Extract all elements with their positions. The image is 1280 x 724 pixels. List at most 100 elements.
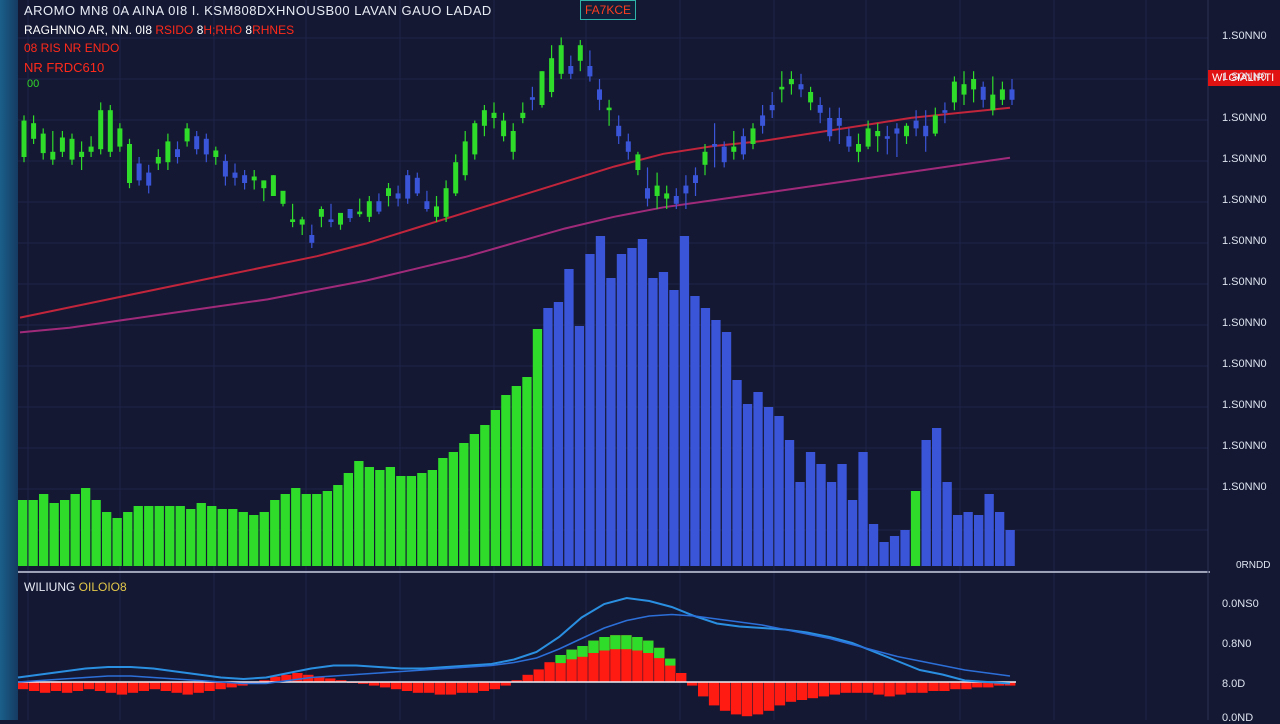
histogram-bar (884, 682, 895, 697)
candle-bull (520, 112, 526, 118)
candle-bull (69, 138, 75, 160)
volume-bar (616, 254, 627, 566)
oscillator-tick-label: 8.0D (1222, 678, 1246, 690)
histogram-bar (807, 682, 818, 699)
volume-bar (186, 509, 196, 566)
volume-bar (837, 464, 847, 566)
volume-bar (364, 467, 374, 566)
volume-bar (564, 269, 574, 566)
candle-bear (645, 188, 650, 199)
volume-bar (144, 506, 154, 566)
candlesticks (21, 37, 1015, 248)
volume-bar (721, 332, 732, 566)
candle-bull (501, 120, 507, 137)
timeframe-badge[interactable]: FA7KCE (580, 0, 637, 20)
candle-bull (21, 120, 27, 157)
volume-bar (18, 500, 28, 566)
candle-bear (424, 201, 430, 209)
volume-bar (270, 500, 280, 566)
volume-bar (553, 302, 564, 566)
price-tick-label: 1.S0NN0 (1222, 317, 1267, 329)
histogram-bar (544, 662, 555, 682)
volume-bar (133, 506, 143, 566)
candle-bear (405, 175, 411, 199)
candle-bear (923, 125, 929, 137)
candle-bear (568, 66, 574, 74)
histogram-bar (994, 682, 1005, 686)
histogram-bar (226, 682, 237, 688)
volume-bar (70, 494, 80, 566)
volume-bars (18, 236, 1015, 566)
volume-bar (711, 320, 721, 566)
candle-bear (827, 118, 833, 137)
histogram-bar (796, 682, 808, 700)
histogram-bar (171, 682, 182, 693)
candle-bear (395, 193, 401, 199)
histogram-bar (621, 635, 632, 682)
candle-bear (740, 136, 746, 155)
histogram-cap (665, 658, 676, 666)
volume-bar (291, 488, 301, 566)
histogram-bar (1005, 682, 1016, 686)
volume-bar (49, 503, 59, 566)
oscillator-line (17, 596, 1011, 685)
histogram-bar (741, 682, 753, 717)
volume-bar (301, 494, 311, 566)
histogram-cap (643, 640, 654, 653)
histogram-bar (478, 682, 489, 691)
histogram-bar (730, 682, 742, 715)
legend-text: 8 (193, 23, 204, 37)
candle-bull (184, 128, 190, 142)
price-tick-label: 1.S0NN0 (1222, 276, 1267, 288)
candle-bear (798, 84, 804, 90)
histogram-bar (961, 682, 972, 690)
histogram-cap (621, 635, 632, 650)
candle-bull (434, 206, 439, 217)
histogram-bar (193, 682, 204, 693)
volume-bar (606, 278, 616, 566)
candle-bear (760, 115, 766, 126)
price-tick-label: 1.S0NN0 (1222, 30, 1267, 42)
oscillator-panel (17, 596, 1016, 717)
candle-bear (1009, 89, 1015, 100)
candle-bull (290, 219, 296, 222)
candle-bear (309, 235, 315, 243)
histogram-bar (390, 682, 402, 690)
histogram-bar (829, 682, 840, 695)
legend-text: RAGHNNO AR, NN. 0I8 (24, 23, 156, 37)
volume-bar (81, 488, 91, 566)
histogram-bar (719, 682, 731, 711)
volume-bar (847, 500, 858, 566)
histogram-bar (873, 682, 884, 695)
oscillator-label: WILIUNG (24, 580, 79, 594)
volume-bar (585, 254, 595, 566)
candle-bull (904, 125, 909, 137)
candle-bull (40, 133, 46, 154)
volume-bar (60, 500, 70, 566)
price-tick-label: 1.S0NN0 (1222, 358, 1267, 370)
volume-bar (784, 440, 795, 566)
candle-bull (971, 79, 977, 90)
current-price-flag: WI GIALIRTI (1208, 70, 1280, 86)
candle-bull (31, 123, 37, 139)
candle-bear (529, 97, 535, 100)
candle-bull (213, 150, 219, 157)
histogram-bar (566, 649, 577, 682)
histogram-bar (708, 682, 720, 706)
histogram-bar (972, 682, 983, 688)
candle-bear (146, 172, 152, 186)
volume-bar (763, 407, 774, 566)
volume-bar (1005, 530, 1015, 566)
candle-bull (779, 86, 785, 90)
volume-axis-label: 0RNDD (1236, 560, 1271, 571)
histogram-bar (215, 682, 226, 690)
candle-bull (788, 79, 794, 85)
histogram-bar (500, 682, 511, 686)
volume-bar (921, 440, 931, 566)
histogram-bar (906, 682, 917, 693)
histogram-bar (368, 682, 380, 686)
indicator-legend-2: NR FRDC610 (24, 60, 105, 75)
candle-bear (683, 185, 689, 194)
volume-bar (312, 494, 322, 566)
